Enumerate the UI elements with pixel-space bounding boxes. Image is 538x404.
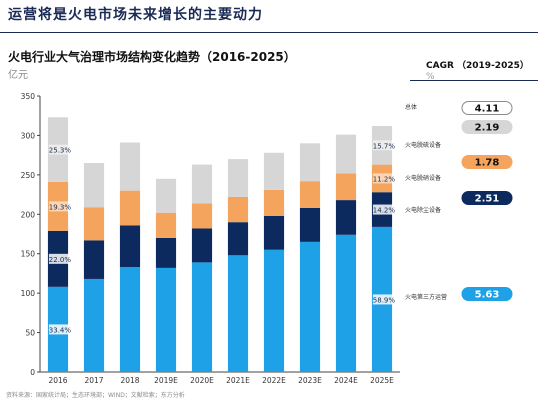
segment-label: 22.0% bbox=[49, 256, 72, 264]
segment-label-bg bbox=[372, 204, 395, 215]
y-tick-label: 250 bbox=[21, 171, 36, 180]
x-tick-label: 2023E bbox=[298, 376, 322, 385]
series-label-desulf: 火电脱硫设备 bbox=[405, 141, 441, 149]
bar-segment-desulf bbox=[263, 152, 285, 190]
bar-segment-operation bbox=[335, 234, 357, 372]
segment-label: 14.2% bbox=[373, 207, 396, 215]
bar-segment-desulf bbox=[119, 142, 141, 191]
cagr-value-denox: 1.78 bbox=[475, 158, 500, 169]
series-label-dust: 火电除尘设备 bbox=[405, 206, 441, 214]
bar-segment-desulf bbox=[335, 134, 357, 174]
cagr-value-dust: 2.51 bbox=[475, 194, 500, 205]
cagr-value-desulf: 2.19 bbox=[475, 123, 500, 134]
x-tick-label: 2020E bbox=[190, 376, 214, 385]
y-tick-label: 50 bbox=[25, 329, 35, 338]
cagr-value-operation: 5.63 bbox=[475, 290, 500, 301]
bar-segment-desulf bbox=[155, 178, 177, 213]
bar-segment-dust bbox=[227, 222, 249, 256]
bar-segment-operation bbox=[119, 267, 141, 372]
segment-label: 11.2% bbox=[373, 175, 396, 183]
bar-segment-desulf bbox=[191, 164, 213, 204]
bar-segment-operation bbox=[191, 262, 213, 372]
bar-segment-dust bbox=[263, 215, 285, 250]
x-tick-label: 2019E bbox=[154, 376, 178, 385]
cagr-pill-operation bbox=[461, 287, 513, 301]
bar-segment-desulf bbox=[299, 143, 321, 182]
x-tick-label: 2022E bbox=[262, 376, 286, 385]
y-unit: 亿元 bbox=[8, 70, 28, 81]
y-tick-label: 0 bbox=[30, 368, 35, 377]
segment-label-bg bbox=[48, 144, 71, 155]
bar-segment-desulf bbox=[227, 159, 249, 197]
segment-label-bg bbox=[48, 324, 71, 335]
headline: 运营将是火电市场未来增长的主要动力 bbox=[8, 7, 263, 23]
cagr-pill-total bbox=[461, 101, 513, 115]
y-tick-label: 200 bbox=[21, 210, 36, 219]
bar-segment-dust bbox=[119, 225, 141, 268]
segment-label-bg bbox=[372, 294, 395, 305]
x-tick-label: 2021E bbox=[226, 376, 250, 385]
segment-label-bg bbox=[48, 253, 71, 264]
series-label-operation: 火电第三方运营 bbox=[405, 293, 447, 301]
x-tick-label: 2018 bbox=[120, 376, 139, 385]
source-note: 资料来源：国家统计局；生态环境部；WIND；文献检索；东方分析 bbox=[6, 392, 185, 399]
segment-label: 15.7% bbox=[373, 142, 396, 150]
bar-segment-dust bbox=[83, 240, 105, 279]
bar-segment-dust bbox=[335, 200, 357, 235]
segment-label: 19.3% bbox=[49, 203, 72, 211]
bar-segment-dust bbox=[155, 237, 177, 268]
cagr-title: CAGR （2019-2025） bbox=[426, 61, 529, 71]
bar-segment-operation bbox=[263, 249, 285, 372]
y-tick-label: 350 bbox=[21, 92, 36, 101]
bar-segment-denox bbox=[227, 196, 249, 223]
chart-title: 火电行业大气治理市场结构变化趋势（2016-2025） bbox=[8, 50, 296, 64]
bar-segment-operation bbox=[155, 267, 177, 372]
segment-label: 33.4% bbox=[49, 326, 72, 334]
top-divider bbox=[0, 32, 538, 33]
y-tick-label: 150 bbox=[21, 250, 36, 259]
bar-segment-denox bbox=[191, 203, 213, 229]
cagr-pill-dust bbox=[461, 191, 513, 205]
segment-label-bg bbox=[372, 140, 395, 151]
cagr-value-total: 4.11 bbox=[475, 104, 500, 115]
cagr-pill-denox bbox=[461, 155, 513, 169]
x-tick-label: 2024E bbox=[334, 376, 358, 385]
x-tick-label: 2016 bbox=[48, 376, 67, 385]
bar-segment-denox bbox=[335, 173, 357, 201]
bar-segment-dust bbox=[191, 228, 213, 263]
bar-segment-dust bbox=[299, 207, 321, 242]
segment-label: 58.9% bbox=[373, 296, 396, 304]
bar-segment-operation bbox=[83, 278, 105, 372]
bar-segment-denox bbox=[83, 207, 105, 241]
y-tick-label: 300 bbox=[21, 131, 36, 140]
segment-label-bg bbox=[48, 201, 71, 212]
bar-segment-operation bbox=[227, 255, 249, 372]
bar-segment-operation bbox=[299, 241, 321, 372]
x-tick-label: 2025E bbox=[370, 376, 394, 385]
series-label-denox: 火电脱硝设备 bbox=[405, 174, 441, 182]
cagr-pill-desulf bbox=[461, 120, 513, 134]
bar-segment-denox bbox=[155, 212, 177, 238]
series-label-total: 总体 bbox=[405, 103, 417, 111]
bar-segment-denox bbox=[119, 190, 141, 226]
bar-segment-denox bbox=[263, 189, 285, 216]
y-tick-label: 100 bbox=[21, 289, 36, 298]
cagr-unit: % bbox=[426, 72, 435, 82]
segment-label-bg bbox=[372, 173, 395, 184]
bar-segment-desulf bbox=[83, 163, 105, 208]
segment-label: 25.3% bbox=[49, 147, 72, 155]
x-tick-label: 2017 bbox=[84, 376, 103, 385]
bar-segment-denox bbox=[299, 181, 321, 208]
cagr-divider bbox=[410, 80, 538, 81]
